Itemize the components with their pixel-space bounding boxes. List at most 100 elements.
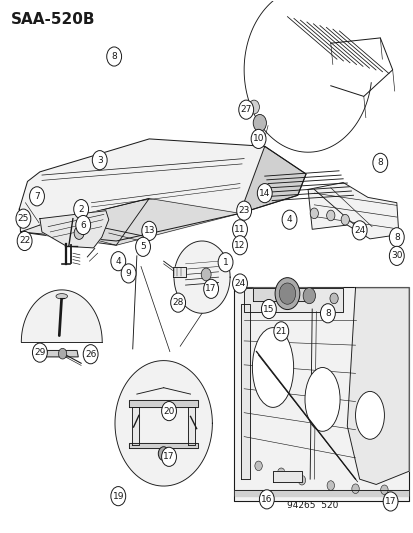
Text: 17: 17 — [384, 497, 395, 506]
Polygon shape — [40, 211, 109, 248]
Circle shape — [232, 220, 247, 239]
Text: 8: 8 — [111, 52, 117, 61]
Circle shape — [340, 214, 349, 225]
Circle shape — [380, 485, 387, 495]
Ellipse shape — [355, 391, 384, 439]
Polygon shape — [347, 288, 408, 484]
Circle shape — [92, 151, 107, 169]
Circle shape — [218, 253, 233, 272]
Text: 25: 25 — [18, 214, 29, 223]
Circle shape — [259, 490, 273, 509]
Text: 17: 17 — [163, 453, 174, 462]
Circle shape — [382, 492, 397, 511]
Circle shape — [170, 293, 185, 312]
Text: SAA-520B: SAA-520B — [11, 12, 95, 27]
Circle shape — [302, 288, 315, 304]
Text: 9: 9 — [126, 269, 131, 278]
Circle shape — [142, 221, 156, 240]
Circle shape — [351, 221, 366, 240]
Polygon shape — [19, 139, 305, 241]
Text: 12: 12 — [234, 241, 245, 250]
Circle shape — [277, 468, 284, 478]
Polygon shape — [173, 241, 230, 313]
Circle shape — [158, 447, 169, 461]
Text: 17: 17 — [205, 284, 216, 293]
Circle shape — [135, 237, 150, 256]
Polygon shape — [46, 351, 78, 357]
Text: 10: 10 — [252, 134, 263, 143]
Circle shape — [29, 187, 44, 206]
Text: 8: 8 — [377, 158, 382, 167]
Circle shape — [236, 201, 251, 220]
Circle shape — [161, 401, 176, 421]
Circle shape — [253, 115, 266, 132]
Circle shape — [273, 322, 288, 341]
Text: 11: 11 — [234, 225, 245, 234]
Polygon shape — [244, 288, 342, 312]
Text: 30: 30 — [390, 252, 401, 260]
Circle shape — [320, 304, 335, 323]
Circle shape — [161, 447, 176, 466]
Text: 5: 5 — [140, 243, 145, 252]
Circle shape — [326, 210, 334, 221]
Circle shape — [111, 252, 126, 271]
Circle shape — [232, 236, 247, 255]
Polygon shape — [272, 471, 301, 482]
Text: 2: 2 — [78, 205, 84, 214]
Text: 6: 6 — [80, 221, 86, 230]
Circle shape — [254, 461, 262, 471]
Circle shape — [17, 231, 32, 251]
Text: 8: 8 — [393, 233, 399, 242]
Circle shape — [203, 279, 218, 298]
Circle shape — [107, 47, 121, 66]
Text: 3: 3 — [97, 156, 102, 165]
Polygon shape — [128, 443, 197, 448]
Circle shape — [232, 274, 247, 293]
Circle shape — [326, 481, 334, 490]
Ellipse shape — [252, 328, 293, 407]
Text: 8: 8 — [324, 309, 330, 318]
Circle shape — [257, 183, 271, 203]
Text: 14: 14 — [259, 189, 270, 198]
Text: 24: 24 — [234, 279, 245, 288]
Text: 29: 29 — [34, 348, 45, 357]
Polygon shape — [132, 407, 138, 445]
Text: 20: 20 — [163, 407, 174, 416]
Circle shape — [238, 100, 253, 119]
Polygon shape — [128, 400, 197, 407]
Circle shape — [297, 475, 305, 485]
Circle shape — [278, 283, 295, 304]
Circle shape — [76, 215, 90, 235]
Polygon shape — [115, 361, 212, 486]
Text: 24: 24 — [353, 226, 364, 235]
Polygon shape — [233, 287, 408, 502]
Text: 28: 28 — [172, 298, 183, 307]
Circle shape — [111, 487, 126, 506]
Text: 19: 19 — [112, 491, 124, 500]
Circle shape — [16, 209, 31, 228]
Circle shape — [351, 484, 358, 494]
Text: 15: 15 — [263, 304, 274, 313]
Text: 7: 7 — [34, 192, 40, 201]
Circle shape — [389, 228, 403, 247]
Polygon shape — [307, 182, 398, 239]
Circle shape — [309, 208, 318, 219]
Circle shape — [389, 246, 403, 265]
Circle shape — [83, 345, 98, 364]
Circle shape — [74, 199, 88, 219]
Text: 13: 13 — [143, 227, 154, 236]
Circle shape — [329, 293, 337, 304]
Polygon shape — [235, 490, 407, 496]
Polygon shape — [253, 288, 309, 301]
Text: 1: 1 — [222, 258, 228, 266]
Circle shape — [251, 130, 266, 149]
Polygon shape — [21, 290, 102, 342]
Circle shape — [281, 210, 296, 229]
Polygon shape — [173, 266, 185, 277]
Text: 4: 4 — [115, 257, 121, 265]
Circle shape — [32, 343, 47, 362]
Circle shape — [201, 268, 211, 281]
Text: 26: 26 — [85, 350, 96, 359]
Circle shape — [248, 100, 259, 114]
Ellipse shape — [56, 294, 67, 299]
